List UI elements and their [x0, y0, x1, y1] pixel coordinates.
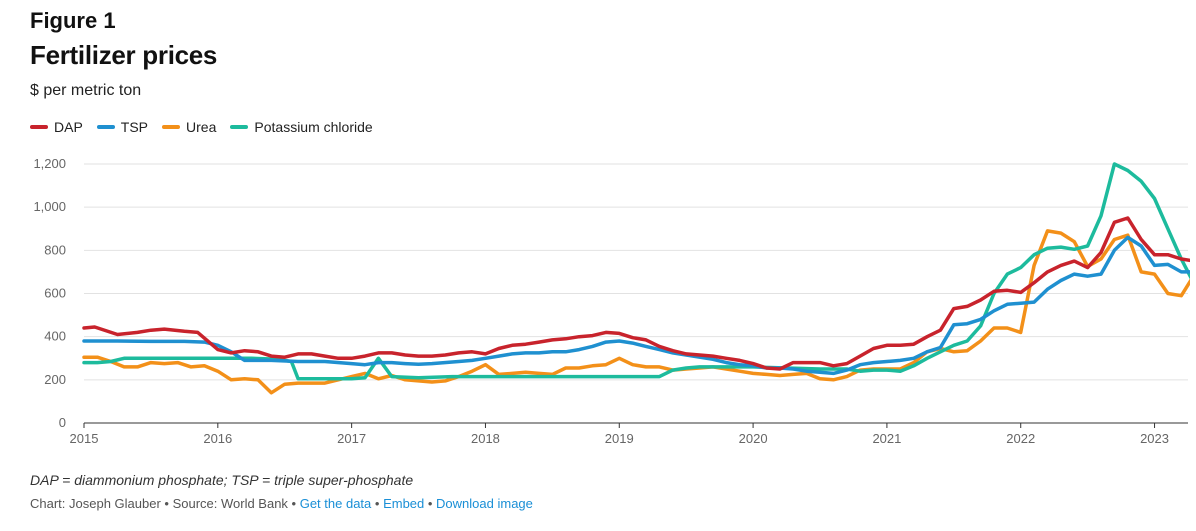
x-tick-label: 2022 [1006, 431, 1035, 446]
credit-text: Chart: Joseph Glauber • Source: World Ba… [30, 496, 300, 511]
y-tick-label: 1,000 [33, 199, 66, 214]
legend-label-dap: DAP [54, 119, 83, 135]
embed-link[interactable]: Embed [383, 496, 425, 511]
y-tick-label: 800 [44, 242, 66, 257]
y-tick-label: 0 [59, 415, 66, 430]
legend-swatch-tsp [96, 125, 115, 129]
legend-item-potassium-chloride: Potassium chloride [230, 119, 373, 135]
legend-swatch-urea [162, 125, 181, 129]
line-chart: 0 200 400 600 800 1,000 1,200 2015 2016 2017 2018 2… [33, 156, 1190, 446]
series-line-potassium-chloride [82, 162, 1190, 381]
legend-swatch-dap [30, 125, 48, 129]
legend-label-tsp: TSP [120, 119, 149, 135]
x-tick-label: 2023 [1140, 431, 1169, 446]
x-tick-label: 2015 [70, 431, 99, 446]
chart-title: Fertilizer prices [30, 40, 218, 70]
figure-label: Figure 1 [30, 8, 116, 33]
chart-subtitle: $ per metric ton [30, 82, 142, 99]
series-line-tsp [82, 235, 1190, 376]
legend-item-tsp: TSP [96, 119, 149, 135]
y-tick-label: 400 [44, 329, 66, 344]
x-tick-label: 2018 [471, 431, 500, 446]
download-image-link[interactable]: Download image [436, 496, 533, 511]
x-tick-label: 2016 [203, 431, 232, 446]
x-tick-label: 2019 [605, 431, 634, 446]
credit-separator: • [371, 496, 384, 511]
legend-item-urea: Urea [162, 119, 216, 135]
y-tick-label: 600 [44, 286, 66, 301]
x-tick-label: 2017 [337, 431, 366, 446]
x-tick-label: 2021 [872, 431, 901, 446]
legend: DAP TSP Urea Potassium chloride [30, 119, 373, 135]
x-tick-label: 2020 [739, 431, 768, 446]
series-line-urea [82, 229, 1190, 395]
credit-separator: • [424, 496, 437, 511]
get-data-link[interactable]: Get the data [299, 496, 372, 511]
legend-label-potassium-chloride: Potassium chloride [254, 119, 373, 135]
legend-item-dap: DAP [30, 119, 83, 135]
footnote: DAP = diammonium phosphate; TSP = triple… [30, 472, 414, 488]
y-tick-label: 1,200 [33, 156, 66, 171]
series-line-dap [82, 216, 1190, 371]
legend-label-urea: Urea [186, 119, 217, 135]
credit-line: Chart: Joseph Glauber • Source: World Ba… [30, 496, 533, 511]
legend-swatch-potassium-chloride [230, 125, 249, 129]
y-tick-label: 200 [44, 372, 66, 387]
